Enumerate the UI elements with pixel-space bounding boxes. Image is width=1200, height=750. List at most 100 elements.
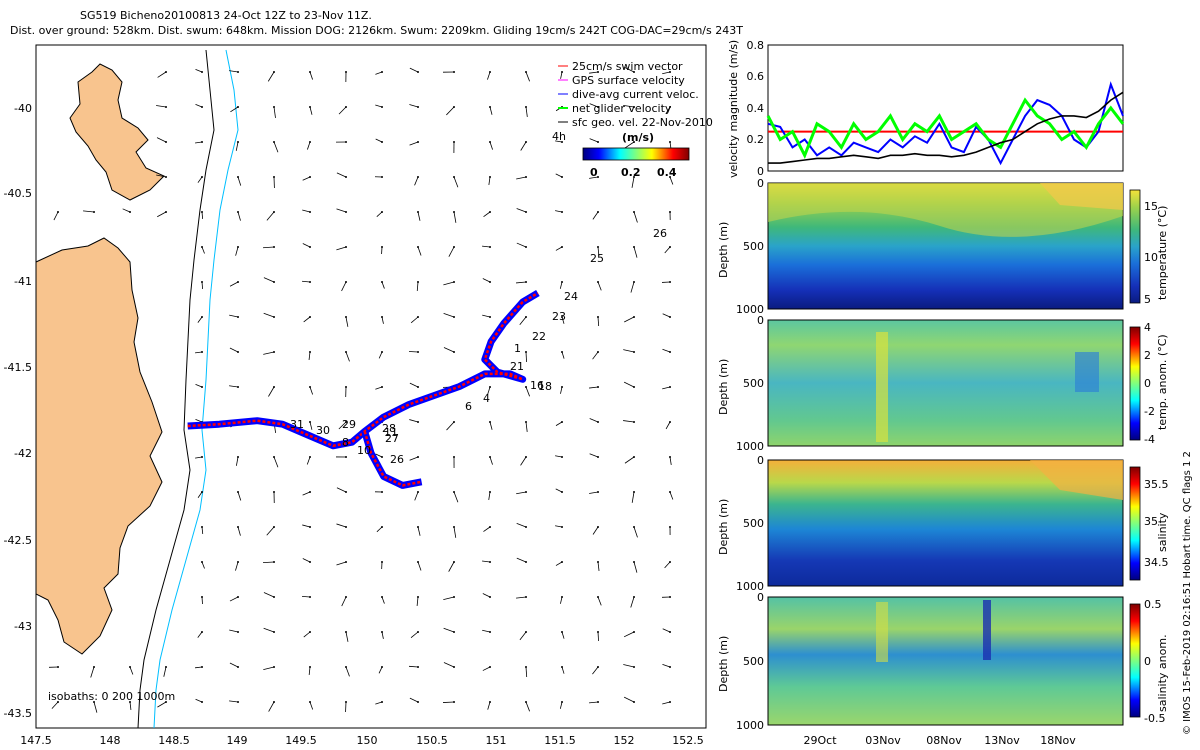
velocity-panel: 0 0.2 0.4 0.6 0.8 velocity magnitude (m/… [727, 39, 1125, 178]
velocity-vector [597, 561, 600, 571]
vector-dot [129, 701, 131, 703]
vector-dot [345, 491, 347, 493]
vector-dot [309, 526, 311, 528]
vector-dot [273, 106, 275, 108]
velocity-vector [559, 281, 563, 289]
depth-ylabel: Depth (m) [717, 499, 730, 555]
vector-dot [201, 106, 203, 108]
vector-dot [669, 386, 671, 388]
velocity-vector [201, 596, 203, 605]
vector-dot [345, 456, 347, 458]
vector-dot [273, 351, 275, 353]
velocity-vector [157, 211, 167, 218]
velocity-vector [197, 316, 203, 323]
vector-dot [453, 701, 455, 703]
velocity-vector [453, 491, 459, 503]
day-label: 4 [483, 392, 490, 405]
vector-dot [489, 456, 491, 458]
vector-dot [633, 631, 635, 633]
vector-dot [489, 526, 491, 528]
velocity-vector [336, 208, 347, 213]
vector-dot [345, 631, 347, 633]
vector-dot [381, 526, 383, 528]
velocity-vector [525, 351, 527, 363]
velocity-vector [266, 526, 275, 536]
cbar-tick: 34.5 [1144, 556, 1169, 569]
vector-dot [273, 631, 275, 633]
velocity-vector [630, 281, 635, 293]
velocity-vector [443, 313, 455, 318]
velocity-series-line [768, 91, 1124, 164]
y-tick-label: 0 [757, 165, 764, 178]
vector-dot [345, 596, 347, 598]
isobath-200m [137, 49, 215, 729]
velocity-vector [516, 281, 527, 284]
velocity-vector [301, 595, 311, 598]
vector-dot [597, 246, 599, 248]
vector-dot [669, 666, 671, 668]
vector-dot [669, 281, 671, 283]
vector-dot [417, 106, 419, 108]
vector-dot [309, 596, 311, 598]
vector-dot [417, 421, 419, 423]
velocity-vector [375, 453, 383, 458]
vector-dot [453, 71, 455, 73]
vector-dot [237, 141, 239, 143]
velocity-vector [560, 71, 563, 79]
speed-colorbar [582, 147, 690, 161]
velocity-vector [309, 71, 313, 80]
velocity-vector [482, 245, 491, 248]
velocity-ylabel: velocity magnitude (m/s) [727, 40, 740, 178]
y-tick-label: -42.5 [4, 534, 32, 547]
salinity-section [767, 459, 1141, 587]
vector-dot [309, 386, 311, 388]
x-tick-label: 149 [227, 734, 248, 747]
time-axis: 29Oct 03Nov 08Nov 13Nov 18Nov [803, 734, 1076, 747]
vector-dot [561, 386, 563, 388]
velocity-vector [195, 419, 203, 423]
velocity-vector [555, 488, 563, 493]
x-tick-label: 147.5 [20, 734, 52, 747]
velocity-vector [157, 71, 167, 78]
y-tick-label: 500 [743, 377, 764, 390]
velocity-series-line [766, 97, 1125, 159]
vector-dot [237, 71, 239, 73]
vector-dot [525, 141, 527, 143]
velocity-vector [302, 558, 311, 563]
day-label: 25 [590, 252, 604, 265]
velocity-vector [156, 137, 167, 143]
vector-dot [561, 141, 563, 143]
vector-dot [273, 491, 275, 493]
velocity-vector [230, 106, 239, 113]
velocity-vector [303, 631, 311, 638]
glider-track [187, 289, 540, 489]
velocity-vector [482, 314, 491, 318]
velocity-vector [263, 592, 275, 598]
vector-dot [633, 561, 635, 563]
vector-dot [453, 176, 455, 178]
velocity-vector [409, 419, 419, 423]
velocity-vector [336, 523, 347, 528]
vector-dot [561, 701, 563, 703]
vector-dot [165, 176, 167, 178]
velocity-vector [376, 526, 383, 533]
legend-label: sfc geo. vel. 22-Nov-2010 [572, 116, 713, 129]
vector-dot [669, 106, 671, 108]
velocity-vector [235, 246, 239, 256]
vector-dot [201, 71, 203, 73]
map-x-axis: 147.5 148 148.5 149 149.5 150 150.5 151 … [20, 734, 704, 747]
vector-dot [489, 421, 491, 423]
vector-dot [525, 106, 527, 108]
velocity-vector [592, 211, 599, 220]
velocity-vector [633, 526, 638, 538]
vector-dot [669, 631, 671, 633]
day-label: 10 [357, 444, 371, 457]
velocity-vector [229, 700, 239, 703]
time-tick-label: 03Nov [865, 734, 901, 747]
y-tick-label: -40.5 [4, 187, 32, 200]
velocity-vector [237, 526, 241, 536]
vector-dot [273, 281, 275, 283]
velocity-vector [268, 386, 275, 397]
velocity-vector [453, 211, 457, 223]
vector-dot [669, 211, 671, 213]
